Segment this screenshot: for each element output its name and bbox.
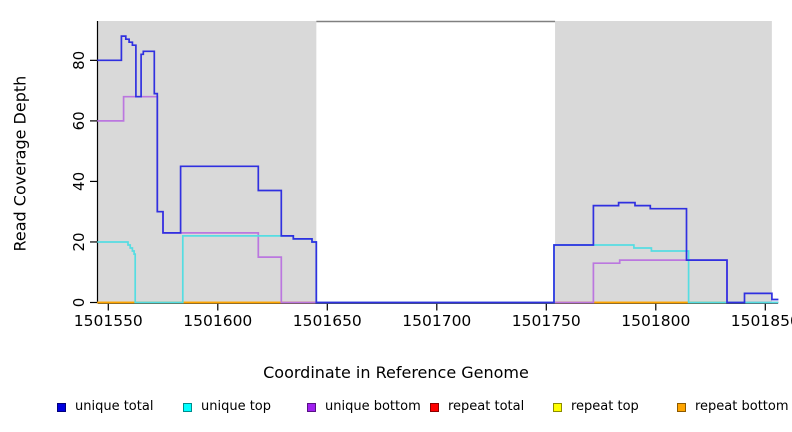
legend-item-repeat-top: repeat top <box>553 400 639 414</box>
y-axis-title: Read Coverage Depth <box>10 75 30 252</box>
y-tick-label: 80 <box>70 51 88 70</box>
x-tick-label: 1501750 <box>512 312 581 330</box>
shaded-region <box>555 21 772 304</box>
x-tick-label: 1501550 <box>74 312 143 330</box>
repeat-bottom-swatch-icon <box>677 402 686 412</box>
legend-label: unique total <box>75 399 154 414</box>
legend-label: repeat bottom <box>695 399 789 414</box>
shaded-region <box>97 21 317 304</box>
y-tick-label: 60 <box>70 111 88 130</box>
series-unique-bottom-line <box>97 95 779 304</box>
y-tick-label: 20 <box>70 232 88 251</box>
legend-item-unique-top: unique top <box>183 400 271 414</box>
chart-legend: unique total unique top unique bottom re… <box>0 400 792 418</box>
legend-item-repeat-bottom: repeat bottom <box>677 400 789 414</box>
x-tick-label: 1501600 <box>183 312 252 330</box>
legend-item-repeat-total: repeat total <box>430 400 524 414</box>
y-tick-label: 40 <box>70 172 88 191</box>
legend-label: repeat total <box>448 399 525 414</box>
unique-top-swatch-icon <box>183 402 192 412</box>
legend-label: repeat top <box>571 399 639 414</box>
unique-bottom-swatch-icon <box>307 402 316 412</box>
x-tick-label: 1501800 <box>621 312 690 330</box>
x-tick-label: 1501650 <box>293 312 362 330</box>
x-axis-title: Coordinate in Reference Genome <box>263 363 529 382</box>
unique-total-swatch-icon <box>57 402 66 412</box>
y-tick-label: 0 <box>70 298 88 308</box>
legend-label: unique top <box>201 399 272 414</box>
repeat-top-swatch-icon <box>553 402 562 412</box>
series-unique-total-line <box>97 35 779 304</box>
repeat-total-swatch-icon <box>430 402 439 412</box>
legend-label: unique bottom <box>325 399 421 414</box>
legend-item-unique-bottom: unique bottom <box>307 400 421 414</box>
x-tick-label: 1501700 <box>402 312 471 330</box>
x-tick-label: 1501850 <box>731 312 792 330</box>
legend-item-unique-total: unique total <box>57 400 153 414</box>
